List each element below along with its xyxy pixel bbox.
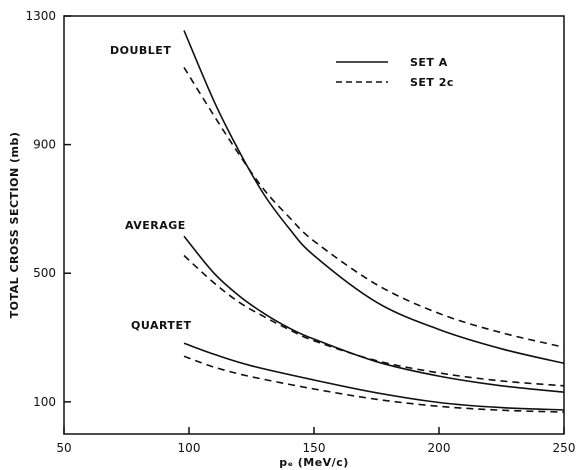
y-tick-label: 1300 <box>25 9 56 23</box>
annotation-doublet: DOUBLET <box>110 44 171 57</box>
y-tick-label: 100 <box>33 395 56 409</box>
curve-quartet-set-2c <box>183 355 565 413</box>
x-tick-label: 100 <box>178 441 201 455</box>
x-axis-label: pₑ (MeV/c) <box>279 456 349 469</box>
axis-ticks: 50 100 150 200 250 100 500 900 1300 <box>25 9 575 455</box>
x-tick-label: 200 <box>428 441 451 455</box>
annotation-average: AVERAGE <box>125 219 186 232</box>
curve-average-set-2c <box>183 254 565 387</box>
curve-quartet-set-a <box>183 342 565 411</box>
legend-label-set-a: SET A <box>410 56 448 69</box>
annotation-quartet: QUARTET <box>131 319 191 332</box>
x-tick-label: 250 <box>553 441 576 455</box>
curve-average-set-a <box>183 235 565 393</box>
curves <box>183 30 565 413</box>
legend-label-set-2c: SET 2c <box>410 76 454 89</box>
x-tick-label: 150 <box>303 441 326 455</box>
curve-doublet-set-a <box>183 30 565 365</box>
legend: SET A SET 2c <box>336 56 454 89</box>
y-tick-label: 900 <box>33 138 56 152</box>
y-tick-label: 500 <box>33 266 56 280</box>
y-axis-label: TOTAL CROSS SECTION (mb) <box>8 132 21 319</box>
curve-doublet-set-2c <box>183 66 565 348</box>
x-tick-label: 50 <box>56 441 71 455</box>
